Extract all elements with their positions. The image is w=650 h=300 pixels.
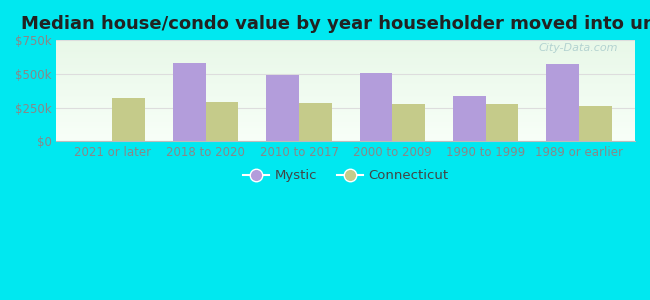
Title: Median house/condo value by year householder moved into unit: Median house/condo value by year househo… [21, 15, 650, 33]
Bar [579, 106, 612, 142]
Bar [393, 104, 425, 142]
Bar [266, 75, 299, 142]
Bar [112, 98, 145, 142]
Bar [359, 73, 393, 142]
Text: City-Data.com: City-Data.com [538, 43, 617, 53]
Bar [453, 95, 486, 142]
Bar [173, 63, 206, 142]
Bar [299, 103, 332, 142]
Bar [486, 103, 518, 142]
Bar [206, 102, 239, 142]
Bar [547, 64, 579, 142]
Legend: Mystic, Connecticut: Mystic, Connecticut [238, 164, 454, 188]
